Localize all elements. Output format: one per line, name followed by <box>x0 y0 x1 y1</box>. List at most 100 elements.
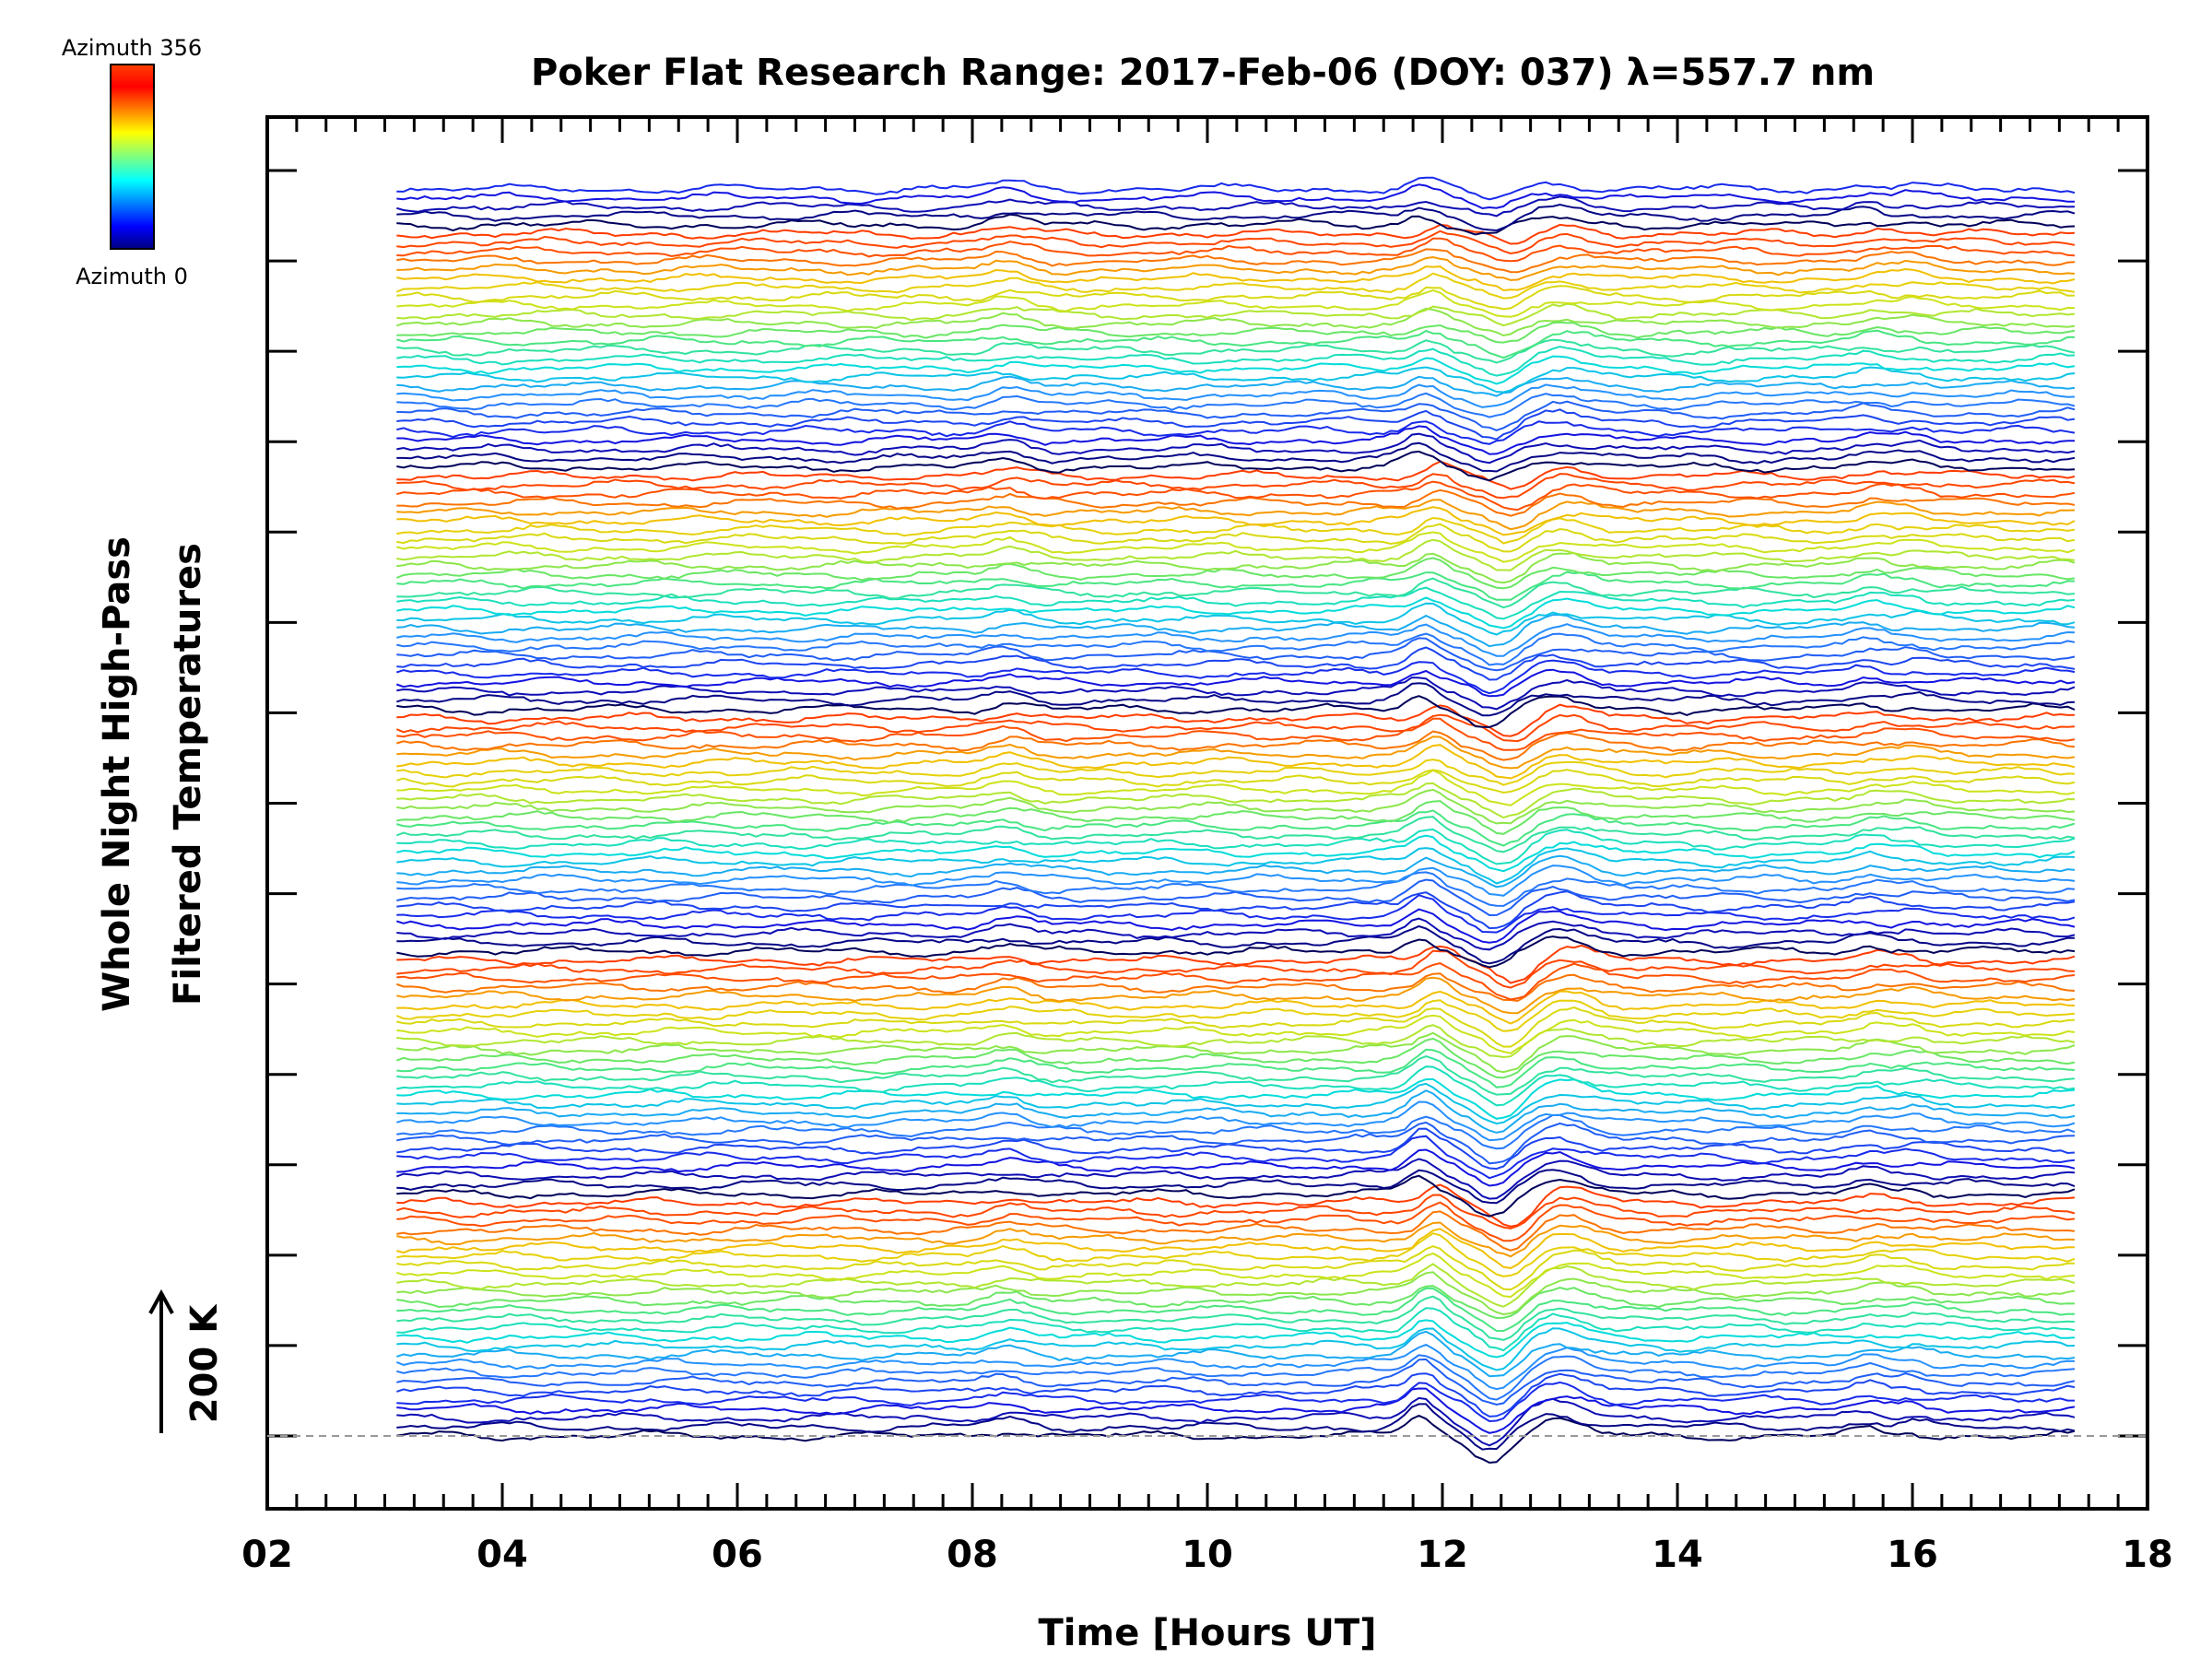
temperature-trace <box>396 847 2076 885</box>
temperature-trace <box>396 871 2076 907</box>
temperature-trace <box>396 213 2076 236</box>
chart-title: Poker Flat Research Range: 2017-Feb-06 (… <box>531 52 1875 94</box>
temperature-trace <box>396 1327 2076 1371</box>
temperature-trace <box>396 614 2076 648</box>
temperature-trace <box>396 346 2076 377</box>
temperature-trace <box>396 1148 2076 1187</box>
temperature-trace <box>396 523 2076 553</box>
temperature-trace <box>395 1372 2076 1418</box>
temperature-trace <box>396 1100 2076 1142</box>
temperature-trace <box>396 195 2076 218</box>
temperature-trace <box>396 730 2076 761</box>
temperature-trace <box>396 473 2076 500</box>
temperature-trace <box>396 1307 2076 1352</box>
temperature-trace <box>396 586 2076 620</box>
temperature-trace <box>395 972 2076 1003</box>
scale-bar-label: 200 K <box>183 1303 226 1423</box>
temperature-trace <box>396 1396 2076 1447</box>
colorbar <box>110 64 155 250</box>
temperature-trace <box>396 571 2076 601</box>
temperature-trace <box>396 499 2076 531</box>
temperature-trace <box>396 1031 2076 1074</box>
temperature-trace <box>396 1263 2076 1308</box>
temperature-trace <box>396 432 2076 465</box>
temperature-trace <box>396 1127 2076 1171</box>
temperature-trace <box>396 703 2076 737</box>
temperature-trace <box>395 1343 2076 1391</box>
temperature-trace <box>395 1330 2076 1378</box>
temperature-trace <box>396 1174 2076 1218</box>
temperature-trace <box>396 962 2076 1001</box>
temperature-trace <box>396 1024 2076 1059</box>
temperature-trace <box>396 400 2076 431</box>
temperature-trace <box>396 949 2076 989</box>
temperature-trace <box>395 557 2076 590</box>
temperature-trace <box>396 646 2076 681</box>
temperature-trace <box>396 321 2076 344</box>
temperature-trace <box>396 682 2076 717</box>
temperature-trace <box>396 1082 2076 1125</box>
temperature-trace <box>396 854 2076 888</box>
temperature-trace <box>396 1065 2076 1107</box>
temperature-trace <box>396 834 2076 873</box>
temperature-trace <box>396 1287 2076 1333</box>
temperature-trace <box>396 329 2076 359</box>
temperature-trace <box>396 1121 2076 1165</box>
temperature-trace <box>396 769 2076 794</box>
temperature-trace <box>396 408 2076 441</box>
temperature-trace <box>395 659 2076 695</box>
x-tick-label: 18 <box>2122 1534 2173 1576</box>
y-axis-label-line2: Filtered Temperatures <box>167 543 209 1006</box>
temperature-trace <box>396 894 2076 934</box>
temperature-trace <box>396 1221 2076 1258</box>
temperature-trace <box>396 596 2076 629</box>
temperature-trace <box>396 1228 2076 1269</box>
temperature-trace <box>396 285 2076 311</box>
colorbar-bottom-label: Azimuth 0 <box>76 264 188 289</box>
temperature-trace <box>396 538 2076 571</box>
temperature-trace <box>396 223 2076 245</box>
temperature-trace <box>396 602 2076 636</box>
temperature-trace <box>396 265 2076 292</box>
trace-group <box>395 176 2076 1465</box>
temperature-trace <box>396 1135 2076 1180</box>
temperature-trace <box>396 695 2076 729</box>
temperature-trace <box>396 1113 2076 1150</box>
temperature-trace <box>396 176 2076 201</box>
temperature-trace <box>396 183 2076 210</box>
temperature-trace <box>395 816 2076 853</box>
temperature-trace <box>396 302 2076 327</box>
temperature-trace <box>396 924 2076 965</box>
temperature-trace <box>396 828 2076 865</box>
temperature-trace <box>396 1014 2076 1054</box>
temperature-trace <box>396 551 2076 584</box>
temperature-trace <box>396 338 2076 364</box>
temperature-trace <box>396 307 2076 337</box>
x-tick-label: 14 <box>1652 1534 1703 1576</box>
temperature-trace <box>396 488 2076 517</box>
x-tick-label: 08 <box>947 1534 998 1576</box>
temperature-trace <box>396 865 2076 897</box>
temperature-trace <box>395 272 2076 300</box>
x-tick-label: 04 <box>477 1534 528 1576</box>
temperature-trace <box>396 516 2076 545</box>
temperature-trace <box>396 623 2076 657</box>
temperature-trace <box>396 935 2076 969</box>
temperature-trace <box>396 890 2076 930</box>
temperature-trace <box>396 577 2076 609</box>
temperature-trace <box>396 1319 2076 1359</box>
temperature-trace <box>396 1089 2076 1134</box>
temperature-trace <box>396 976 2076 1015</box>
temperature-trace <box>396 717 2076 751</box>
temperature-trace <box>396 1077 2076 1120</box>
temperature-trace <box>396 441 2076 473</box>
temperature-trace <box>396 1354 2076 1401</box>
temperature-trace <box>396 1201 2076 1242</box>
temperature-trace <box>396 1006 2076 1048</box>
temperature-trace <box>396 375 2076 397</box>
temperature-trace <box>396 229 2076 255</box>
colorbar-top-label: Azimuth 356 <box>62 35 202 61</box>
temperature-trace <box>396 460 2076 490</box>
x-tick-label: 02 <box>241 1534 293 1576</box>
temperature-trace <box>396 990 2076 1025</box>
